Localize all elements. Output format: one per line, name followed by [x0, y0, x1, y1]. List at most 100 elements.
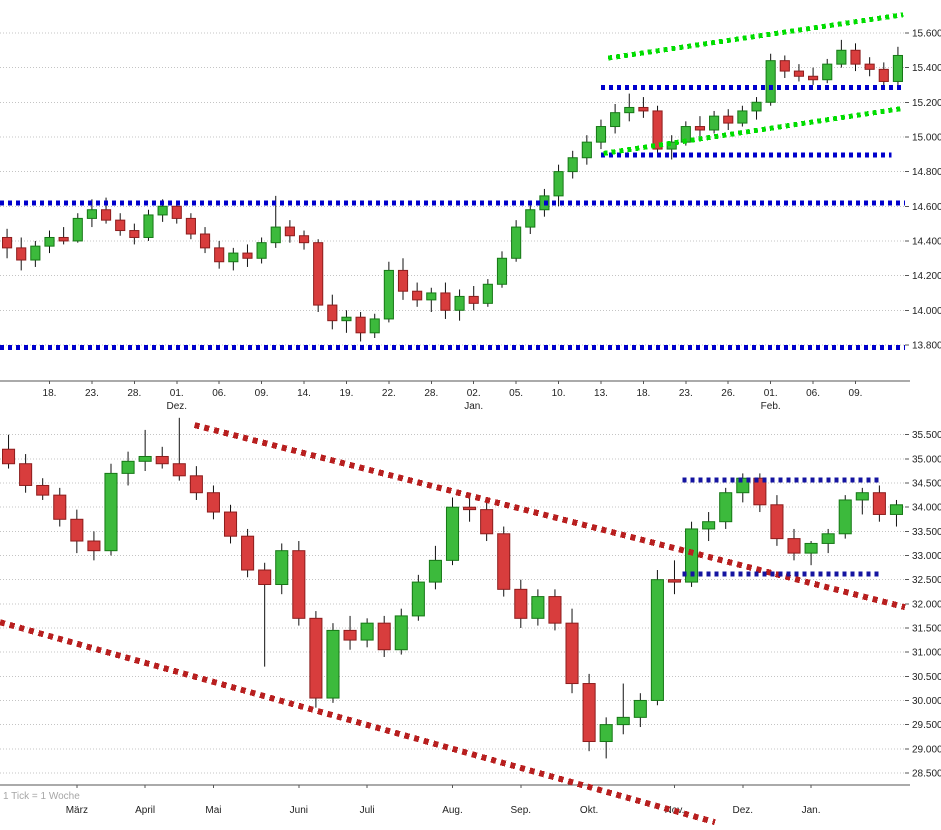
candle-body	[624, 106, 635, 114]
x-axis-label: April	[135, 805, 155, 816]
candle-body	[667, 579, 682, 583]
candle-body	[787, 538, 801, 554]
x-axis-label: 19.	[339, 388, 353, 399]
candle-body	[104, 472, 118, 552]
x-axis-label: 23.	[85, 388, 99, 399]
x-axis-label: 28.	[127, 388, 141, 399]
candle-body	[44, 236, 55, 247]
x-axis-label: Dez.	[166, 401, 187, 412]
candle-body	[804, 542, 818, 554]
x-axis-label: 14.	[297, 388, 311, 399]
candle-body	[19, 463, 33, 486]
candle-body	[440, 292, 451, 311]
candle-body	[206, 492, 220, 513]
candle-body	[666, 141, 677, 150]
candle-body	[838, 499, 852, 535]
candle-body	[341, 316, 352, 322]
downtrend-channel-lower	[0, 619, 716, 826]
candle-body	[445, 506, 460, 561]
candle-body	[610, 112, 621, 128]
candle-body	[313, 242, 324, 306]
candle-body	[30, 245, 41, 261]
candle-body	[616, 716, 630, 726]
y-axis-label: 34.000	[912, 503, 941, 514]
x-axis-label: 01.	[764, 388, 778, 399]
candle-body	[864, 63, 875, 70]
y-axis-label: 14.400	[912, 236, 941, 247]
candle-body	[58, 236, 69, 242]
candle-body	[53, 494, 67, 520]
x-axis-label: März	[66, 805, 88, 816]
candle-body	[377, 622, 391, 651]
x-axis-label: 09.	[849, 388, 863, 399]
candle-body	[463, 506, 477, 511]
candle-body	[694, 126, 706, 131]
x-axis-label: Juni	[290, 805, 308, 816]
candle-body	[719, 492, 733, 523]
weekly-chart-canvas: 35.500 35.000 34.500 34.000 33.500 33.000 32.5…	[0, 417, 941, 826]
candle-body	[2, 236, 13, 249]
candle-body	[355, 316, 366, 334]
x-axis-label: 18.	[43, 388, 57, 399]
y-axis-label: 35.000	[912, 454, 941, 465]
candle-body	[185, 217, 196, 235]
candle-body	[138, 455, 152, 462]
candle-body	[284, 226, 295, 237]
candle-body	[394, 615, 408, 651]
y-axis-label: 14.200	[912, 271, 941, 282]
candle-body	[428, 559, 442, 583]
candle-body	[275, 550, 289, 586]
y-axis-label: 15.200	[912, 98, 941, 109]
candle-body	[309, 617, 323, 699]
candle-body	[270, 226, 281, 244]
candle-body	[581, 141, 592, 159]
x-axis-label: Dez.	[733, 805, 754, 816]
candle-body	[836, 49, 847, 65]
x-axis-label: 26.	[721, 388, 735, 399]
candle-body	[121, 460, 135, 474]
candle-body	[821, 533, 835, 544]
candle-body	[172, 463, 186, 477]
candle-body	[793, 70, 805, 77]
candle-body	[214, 247, 225, 263]
candle-body	[298, 235, 310, 244]
candle-body	[737, 110, 748, 124]
y-axis-label: 29.000	[912, 744, 941, 755]
candle-body	[548, 596, 562, 624]
candle-body	[228, 252, 239, 263]
y-axis-label: 14.600	[912, 202, 941, 213]
daily-chart-canvas: 15.600 15.400 15.200 15.000 14.800 14.600 14.4…	[0, 12, 941, 412]
candle-body	[496, 257, 508, 285]
y-axis-label: 31.500	[912, 623, 941, 634]
uptrend-line-lower	[603, 105, 904, 156]
candle-body	[327, 304, 338, 322]
candle-body	[565, 622, 579, 685]
candle-body	[652, 110, 663, 150]
candle-body	[531, 596, 545, 619]
candle-body	[650, 579, 664, 701]
y-axis-label: 31.000	[912, 648, 941, 659]
candle-body	[87, 540, 101, 552]
y-axis-label: 33.500	[912, 527, 941, 538]
x-axis-label: Jan.	[464, 401, 483, 412]
x-axis-label: Feb.	[761, 401, 781, 412]
candle-body	[599, 724, 613, 743]
candle-body	[511, 226, 522, 259]
x-axis-label: Jan.	[802, 805, 821, 816]
candle-body	[242, 252, 253, 259]
candle-body	[514, 588, 528, 619]
y-axis-label: 28.500	[912, 768, 941, 779]
candle-body	[369, 318, 380, 334]
candle-body	[751, 101, 762, 112]
candle-body	[157, 205, 168, 216]
candle-body	[878, 68, 889, 82]
candle-body	[86, 209, 97, 219]
x-axis-label: Sep.	[511, 805, 532, 816]
y-axis-label: 14.800	[912, 167, 941, 178]
x-axis-label: 23.	[679, 388, 693, 399]
candle-body	[343, 629, 357, 641]
candle-body	[468, 295, 479, 304]
candle-body	[70, 518, 84, 542]
candle-body	[753, 477, 767, 506]
y-axis-label: 29.500	[912, 720, 941, 731]
